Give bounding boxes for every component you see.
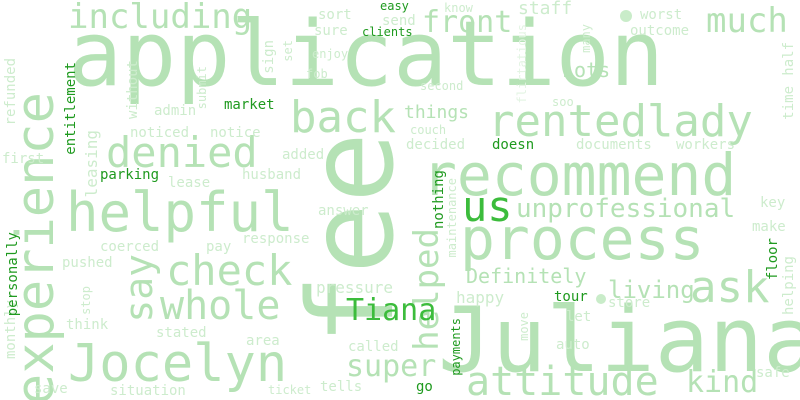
word-say: say (117, 254, 161, 323)
word-much: much (706, 1, 788, 41)
word-helped: helped (407, 228, 447, 351)
word-tour: tour (554, 289, 588, 305)
word-answer: answer (318, 203, 369, 219)
word-easy: easy (380, 0, 409, 13)
word-soo: soo (552, 95, 574, 109)
word-many: many (579, 24, 593, 53)
word-couch: couch (410, 123, 447, 137)
word-first: first (2, 151, 45, 167)
word-helping: helping (781, 256, 797, 316)
word-flirtatious: flirtatious (515, 24, 529, 104)
word-happy: happy (456, 288, 505, 307)
word-sort: sort (318, 7, 352, 23)
word-coerced: coerced (100, 239, 160, 255)
word-stop: stop (79, 286, 93, 315)
word-clients: clients (362, 25, 413, 39)
word-pressure: pressure (316, 278, 394, 297)
word-personally: personally (5, 232, 21, 317)
word-including: including (68, 0, 253, 37)
word-save: save (34, 381, 68, 397)
word-recommend: recommend (422, 141, 737, 209)
word-enjoy: enjoy (312, 47, 349, 61)
word-move: move (517, 312, 531, 341)
word-kind: kind (686, 365, 759, 400)
word-auto: auto (556, 337, 590, 353)
word-application: application (68, 2, 665, 107)
word-without: without (125, 60, 141, 120)
word-denied: denied (106, 128, 258, 177)
word-nothing: nothing (431, 170, 447, 230)
word-admin: admin (154, 103, 197, 119)
word-pushed: pushed (62, 255, 113, 271)
word-store: store (608, 295, 651, 311)
word-check: check (166, 246, 293, 295)
word-lease: lease (168, 175, 211, 191)
word-tells: tells (320, 379, 363, 395)
word-back: back (290, 92, 396, 143)
word-called: called (348, 339, 399, 355)
word-worst: worst (640, 7, 683, 23)
word-added: added (282, 147, 325, 163)
word-submit: submit (195, 66, 209, 110)
word-attitude: attitude (466, 359, 659, 400)
word-us: us (462, 182, 513, 231)
word-front: front (422, 5, 513, 40)
word-floor: floor (765, 238, 781, 281)
word-fob: fob (306, 67, 328, 81)
word-think: think (66, 317, 109, 333)
word-doesn: doesn (492, 137, 535, 153)
word-tiana: Tiana (346, 293, 437, 328)
word-super: super (346, 349, 437, 384)
word-things: things (404, 102, 470, 123)
word-time: time (781, 86, 797, 120)
word-decided: decided (406, 137, 466, 153)
word-ask: ask (690, 262, 770, 313)
word-area: area (246, 333, 280, 349)
word-workers: workers (676, 137, 736, 153)
dot-mark (596, 294, 606, 304)
word-know: know (444, 1, 473, 15)
word-make: make (752, 219, 786, 235)
word-maintenance: maintenance (445, 178, 459, 258)
word-outcome: outcome (630, 23, 690, 39)
dot-mark (620, 10, 632, 22)
word-safe: safe (756, 365, 790, 381)
word-documents: documents (576, 137, 652, 153)
word-jocelyn: Jocelyn (68, 334, 288, 394)
word-situation: situation (110, 383, 186, 399)
word-notice: notice (210, 125, 261, 141)
word-rentedlady: rentedlady (488, 96, 753, 147)
word-staff: staff (518, 0, 573, 19)
word-juliana: Juliana (438, 288, 800, 393)
word-helpful: helpful (66, 181, 294, 244)
word-refunded: refunded (3, 58, 19, 126)
word-send: send (382, 13, 416, 29)
word-husband: husband (242, 167, 302, 183)
word-sure: sure (314, 23, 348, 39)
word-sign: sign (261, 40, 277, 74)
word-second: second (420, 79, 464, 93)
word-let: let (566, 309, 592, 325)
word-lots: Lots (562, 58, 611, 82)
word-go: go (416, 379, 433, 395)
word-market: market (224, 97, 275, 113)
word-pay: pay (206, 239, 232, 255)
word-leasing: leasing (82, 130, 101, 198)
word-entitlement: entitlement (63, 62, 79, 155)
word-response: response (242, 231, 310, 247)
word-whole: whole (160, 283, 281, 329)
word-parking: parking (100, 167, 160, 183)
word-key: key (760, 195, 786, 211)
word-definitely: Definitely (466, 264, 587, 288)
word-set: set (281, 40, 295, 62)
word-half: half (781, 42, 797, 76)
word-process: process (460, 205, 705, 273)
word-ticket: ticket (268, 383, 312, 397)
word-stated: stated (156, 325, 207, 341)
word-living: living (608, 276, 695, 304)
word-unprofessional: unprofessional (516, 194, 736, 224)
word-noticed: noticed (130, 125, 190, 141)
word-payments: payments (449, 318, 463, 376)
